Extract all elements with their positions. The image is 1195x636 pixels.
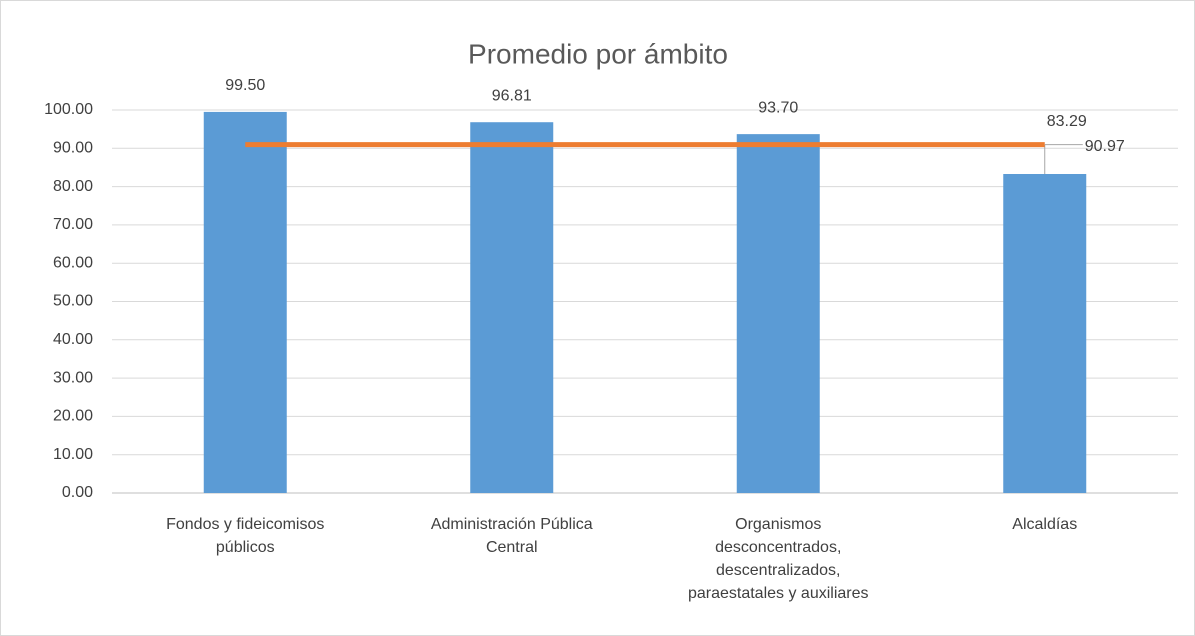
x-tick-label: Administración Pública Central xyxy=(430,516,593,556)
y-tick-label: 40.00 xyxy=(53,331,93,348)
y-tick-label: 30.00 xyxy=(53,369,93,386)
x-tick-label: Alcaldías xyxy=(1012,516,1078,533)
data-label: 93.70 xyxy=(758,99,798,116)
bar xyxy=(203,111,287,493)
y-tick-label: 50.00 xyxy=(53,293,93,310)
chart-title: Promedio por ámbito xyxy=(468,38,728,69)
y-tick-label: 0.00 xyxy=(62,484,93,501)
y-tick-label: 60.00 xyxy=(53,254,93,271)
bar xyxy=(736,134,820,493)
y-tick-label: 90.00 xyxy=(53,140,93,157)
data-label: 96.81 xyxy=(492,87,532,104)
y-tick-label: 100.00 xyxy=(44,101,93,118)
y-tick-label: 10.00 xyxy=(53,446,93,463)
y-tick-label: 70.00 xyxy=(53,216,93,233)
bar xyxy=(470,122,554,493)
y-tick-label: 80.00 xyxy=(53,178,93,195)
x-tick-label: Fondos y fideicomisos públicos xyxy=(166,516,325,556)
y-tick-label: 20.00 xyxy=(53,408,93,425)
data-label: 83.29 xyxy=(1047,113,1087,130)
data-label: 99.50 xyxy=(225,77,265,94)
data-label: 90.97 xyxy=(1085,138,1125,155)
bar xyxy=(1003,173,1087,493)
x-tick-label: Organismos desconcentrados, descentraliz… xyxy=(687,516,869,602)
